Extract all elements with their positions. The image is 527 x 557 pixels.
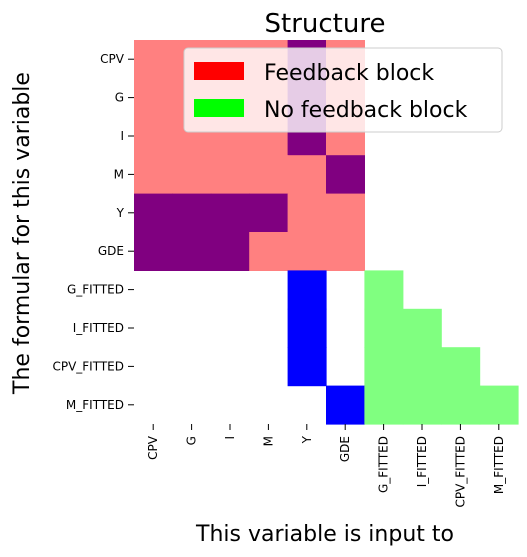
x-axis-ticks: CPV G I M Y GDE G_FITTED I_FITTED CPV_FITTED M_FI… <box>146 424 506 508</box>
y-tick-label-m: M <box>114 167 124 181</box>
heatmap-cell-y-y <box>287 193 327 233</box>
heatmap-cell-m-g <box>172 155 212 195</box>
heatmap-cell-gde-gde <box>326 232 365 271</box>
y-tick-label-m-fitted: M_FITTED <box>66 398 124 412</box>
x-tick-label-i: I <box>223 436 237 440</box>
x-tick-label-g: G <box>185 436 199 445</box>
heatmap-cell-m-m <box>249 155 289 195</box>
x-tick-label-gde: GDE <box>338 436 352 462</box>
heatmap-cell-m-gde <box>326 155 365 195</box>
heatmap-cell-m-fitted-i-fitted <box>402 385 442 425</box>
x-tick-label-m-fitted: M_FITTED <box>492 436 506 494</box>
y-tick-label-gde: GDE <box>98 244 124 258</box>
heatmap-cell-cpv-fitted-cpv-fitted <box>441 347 481 387</box>
heatmap-cell-m-i <box>210 155 250 195</box>
heatmap-cell-m-fitted-gde <box>326 385 365 425</box>
heatmap-cell-cpv-fitted-i-fitted <box>402 347 442 387</box>
legend-label-feedback-block: Feedback block <box>264 61 434 86</box>
heatmap-cell-gde-y <box>287 232 327 271</box>
y-tick-label-g-fitted: G_FITTED <box>67 283 124 297</box>
y-tick-label-i-fitted: I_FITTED <box>73 321 124 335</box>
heatmap-cell-m-fitted-g-fitted <box>364 385 404 425</box>
x-tick-label-cpv: CPV <box>146 435 160 460</box>
heatmap-cell-m-y <box>287 155 327 195</box>
chart-title: Structure <box>265 9 386 39</box>
heatmap-cell-g-cpv <box>134 78 173 118</box>
x-tick-label-cpv-fitted: CPV_FITTED <box>453 436 467 508</box>
heatmap-cell-y-cpv <box>134 193 173 233</box>
y-tick-label-g: G <box>115 91 124 105</box>
legend-swatch-feedback-block <box>194 62 244 80</box>
heatmap-cell-cpv-fitted-g-fitted <box>364 347 404 387</box>
x-tick-label-g-fitted: G_FITTED <box>377 436 391 493</box>
y-tick-label-cpv: CPV <box>100 52 125 66</box>
heatmap-cell-y-gde <box>326 193 365 233</box>
heatmap-cell-g-fitted-g-fitted <box>364 270 404 310</box>
heatmap-cell-m-fitted-m-fitted <box>479 385 519 425</box>
heatmap-cell-i-fitted-g-fitted <box>364 308 404 348</box>
heatmap-cell-cpv-cpv <box>134 40 173 79</box>
y-tick-label-cpv-fitted: CPV_FITTED <box>52 359 124 373</box>
y-tick-label-y: Y <box>116 206 125 220</box>
y-axis-ticks: CPV G I M Y GDE G_FITTED I_FITTED CPV_FITTED M_FI… <box>52 52 134 412</box>
y-tick-label-i: I <box>120 129 124 143</box>
x-axis-label: This variable is input to <box>195 522 454 547</box>
heatmap-cell-y-g <box>172 193 212 233</box>
legend-swatch-no-feedback-block <box>194 99 244 117</box>
legend-label-no-feedback-block: No feedback block <box>264 98 468 123</box>
heatmap-cell-cpv-fitted-y <box>287 347 327 387</box>
x-tick-label-m: M <box>261 436 275 446</box>
legend: Feedback block No feedback block <box>183 47 503 133</box>
heatmap-cell-gde-m <box>249 232 289 271</box>
heatmap-cell-gde-g <box>172 232 212 271</box>
x-tick-label-i-fitted: I_FITTED <box>415 436 429 487</box>
heatmap-cell-gde-i <box>210 232 250 271</box>
heatmap-cell-i-fitted-i-fitted <box>402 308 442 348</box>
heatmap-cell-m-fitted-cpv-fitted <box>441 385 481 425</box>
heatmap-cell-y-i <box>210 193 250 233</box>
heatmap-cell-gde-cpv <box>134 232 173 271</box>
heatmap-cell-i-fitted-y <box>287 308 327 348</box>
heatmap-cell-y-m <box>249 193 289 233</box>
heatmap-cell-i-cpv <box>134 116 173 156</box>
heatmap-cell-g-fitted-y <box>287 270 327 310</box>
heatmap-cell-m-cpv <box>134 155 173 195</box>
y-axis-label: The formular for this variable <box>10 72 35 395</box>
x-tick-label-y: Y <box>300 435 314 444</box>
legend-frame <box>183 47 503 133</box>
